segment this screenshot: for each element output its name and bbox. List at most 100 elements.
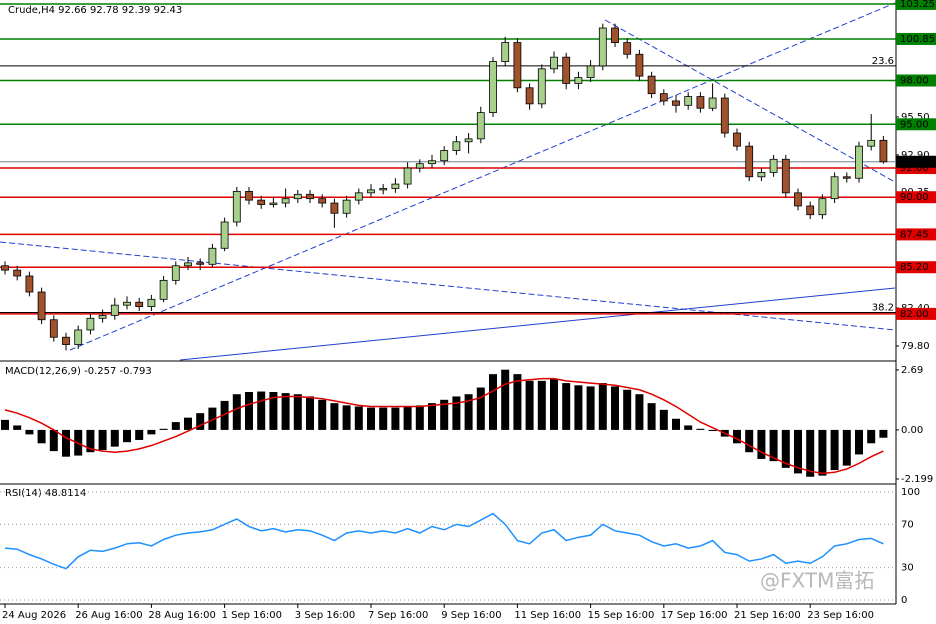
macd-signal-line [4,377,884,475]
macd-bar [562,383,571,430]
macd-bar [318,399,327,430]
candle-body [428,160,436,165]
macd-bar [574,385,583,430]
candle-body [330,202,339,214]
macd-bar [147,429,156,435]
candle-body [98,314,107,319]
macd-bar [513,374,522,430]
macd-bar [611,386,619,430]
candle-body [720,97,729,134]
macd-bar [452,396,461,430]
macd-bar [806,429,815,477]
candle-body [757,172,766,178]
y-tick-label: 92.90 [901,150,930,161]
candle-body [208,247,217,265]
level-label: 90.00 [900,192,929,203]
candle-body [598,27,607,67]
macd-bar [733,429,741,444]
level-label-box [896,228,936,241]
macd-bar [293,394,302,430]
macd-bar [672,418,680,430]
candle-body [245,190,253,201]
trend-line [604,19,896,183]
rsi-header: RSI(14) 48.8114 [5,488,86,499]
level-label-box [896,261,936,274]
candle-body [391,183,400,189]
macd-bar [354,406,363,430]
candle-body [806,205,815,216]
y-tick-label: 70 [901,519,914,530]
candle-body [379,188,388,191]
macd-bar [257,391,266,430]
y-tick-label: 30 [901,563,914,574]
macd-bar [537,380,546,430]
candle-body [13,269,22,277]
macd-bar [232,394,241,430]
candle-body [842,176,851,179]
x-tick-label: 3 Sep 16:00 [295,610,355,621]
macd-bar [464,394,473,430]
macd-bar [476,387,485,430]
candle-body [171,265,180,281]
level-label: 95.00 [900,119,929,130]
candle-body [464,138,473,143]
macd-bar [269,391,278,430]
macd-bar [842,429,851,466]
macd-bar [501,369,510,430]
candle-body [476,112,485,140]
level-label-box [896,0,936,10]
last-price-label: 92.43 [900,157,929,168]
macd-bar [684,425,693,430]
candle-body [342,199,351,214]
macd-bar [623,389,632,430]
candle-body [562,56,571,84]
rsi-line [4,512,884,570]
macd-bar [769,429,778,462]
candle-body [611,27,619,43]
macd-bar [550,378,558,430]
macd-bar [86,429,95,453]
level-label-box [896,307,936,320]
candle-body [623,42,632,55]
x-tick-label: 26 Aug 16:00 [75,610,142,621]
y-tick-label: 100 [901,487,920,498]
candle-body [745,145,754,178]
macd-bar [123,429,131,443]
y-tick-label: 79.80 [901,341,930,352]
candle-body [708,97,717,109]
macd-bar [245,391,253,430]
x-tick-label: 1 Sep 16:00 [222,610,282,621]
macd-bar [25,429,34,435]
candle-body [293,193,302,200]
candle-body [281,198,290,204]
candle-body [659,93,668,102]
candle-body [696,96,705,109]
x-tick-label: 17 Sep 16:00 [661,610,728,621]
macd-bar [184,417,192,430]
y-tick-label: 2.69 [901,365,923,376]
x-tick-label: 11 Sep 16:00 [514,610,581,621]
level-label: 85.20 [900,262,929,273]
chart-title: Crude,H4 92.66 92.78 92.39 92.43 [8,5,182,16]
candle-body [415,163,424,169]
macd-header: MACD(12,26,9) -0.257 -0.793 [5,366,152,377]
macd-bar [110,429,119,447]
macd-bar [598,383,607,430]
candle-body [135,301,144,308]
macd-bar [281,393,290,430]
candle-body [318,198,327,204]
candle-body [74,329,83,345]
candle-body [452,141,461,151]
candle-body [110,304,119,316]
x-tick-label: 9 Sep 16:00 [441,610,501,621]
candle-body [489,61,497,114]
macd-bar [62,429,70,457]
candle-body [403,167,412,185]
candle-body [232,190,241,223]
candle-body [220,221,229,249]
macd-bar [49,429,58,452]
candle-body [635,53,644,77]
y-tick-label: 0 [901,595,907,606]
level-label: 103.25 [900,0,935,10]
